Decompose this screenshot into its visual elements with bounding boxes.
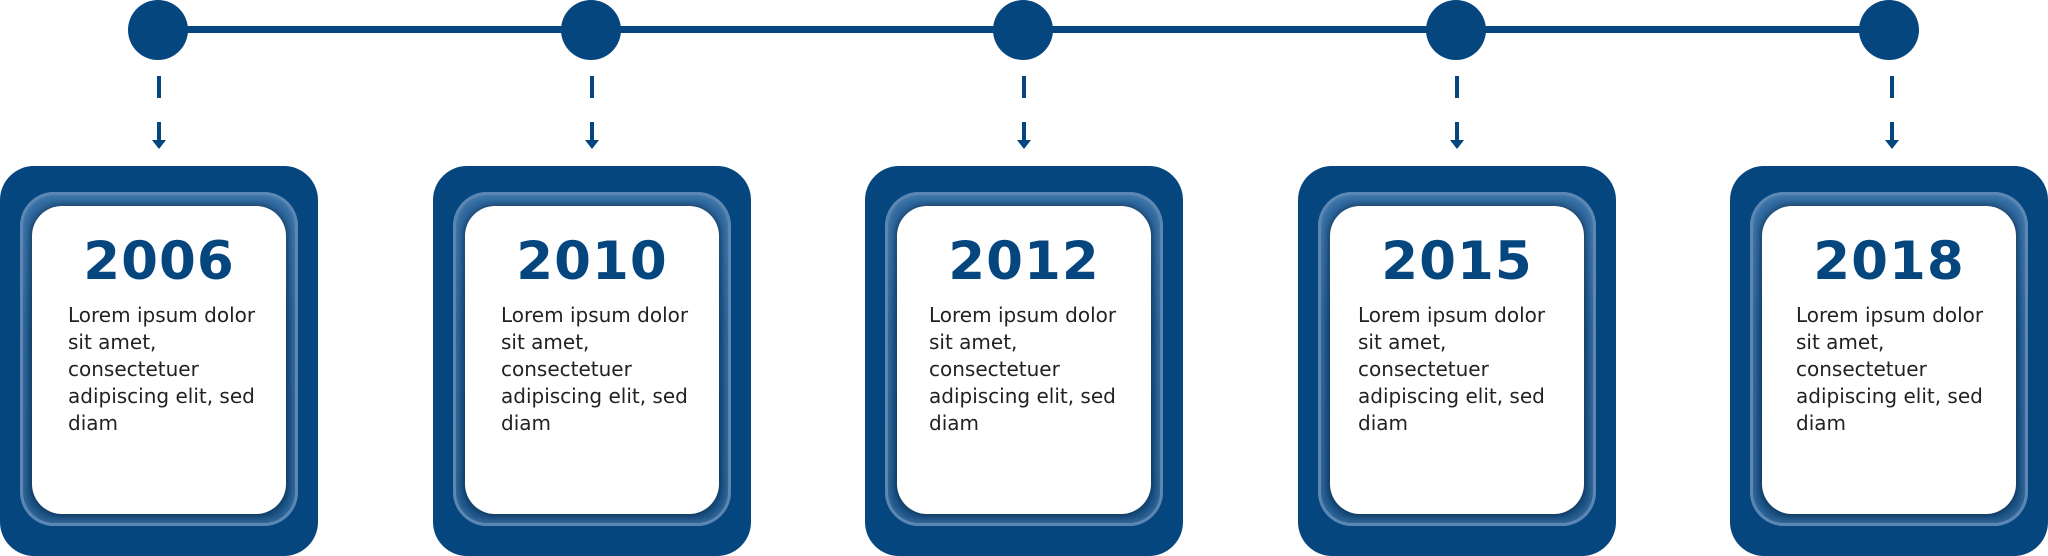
milestone-card-2015: 2015 Lorem ipsum dolor sit amet, consect… <box>1298 166 1616 556</box>
timeline-node-1 <box>128 0 188 60</box>
arrow-down-icon <box>1450 140 1464 149</box>
connector-arrow-3 <box>1017 76 1031 152</box>
connector-dash <box>1022 76 1026 98</box>
timeline-node-4 <box>1426 0 1486 60</box>
connector-dash <box>157 76 161 98</box>
connector-arrow-5 <box>1885 76 1899 152</box>
connector-dash <box>590 76 594 98</box>
arrow-down-icon <box>1885 140 1899 149</box>
connector-dash <box>1455 122 1459 142</box>
timeline-node-2 <box>561 0 621 60</box>
connector-arrow-4 <box>1450 76 1464 152</box>
arrow-down-icon <box>585 140 599 149</box>
milestone-year: 2015 <box>1381 231 1533 292</box>
card-panel: 2015 Lorem ipsum dolor sit amet, consect… <box>1330 206 1584 514</box>
timeline-node-5 <box>1859 0 1919 60</box>
milestone-year: 2018 <box>1813 231 1965 292</box>
connector-dash <box>590 122 594 142</box>
card-panel: 2006 Lorem ipsum dolor sit amet, consect… <box>32 206 286 514</box>
milestone-card-2010: 2010 Lorem ipsum dolor sit amet, consect… <box>433 166 751 556</box>
card-panel: 2012 Lorem ipsum dolor sit amet, consect… <box>897 206 1151 514</box>
arrow-down-icon <box>1017 140 1031 149</box>
milestone-description: Lorem ipsum dolor sit amet, consectetuer… <box>501 303 689 435</box>
milestone-year: 2006 <box>83 231 235 292</box>
milestone-card-2018: 2018 Lorem ipsum dolor sit amet, consect… <box>1730 166 2048 556</box>
card-panel: 2018 Lorem ipsum dolor sit amet, consect… <box>1762 206 2016 514</box>
milestone-year: 2012 <box>948 231 1100 292</box>
card-panel: 2010 Lorem ipsum dolor sit amet, consect… <box>465 206 719 514</box>
milestone-year: 2010 <box>516 231 668 292</box>
milestone-card-2006: 2006 Lorem ipsum dolor sit amet, consect… <box>0 166 318 556</box>
connector-dash <box>1890 122 1894 142</box>
arrow-down-icon <box>152 140 166 149</box>
milestone-description: Lorem ipsum dolor sit amet, consectetuer… <box>1358 303 1546 435</box>
milestone-description: Lorem ipsum dolor sit amet, consectetuer… <box>1796 303 1984 435</box>
milestone-description: Lorem ipsum dolor sit amet, consectetuer… <box>929 303 1117 435</box>
milestone-card-2012: 2012 Lorem ipsum dolor sit amet, consect… <box>865 166 1183 556</box>
connector-dash <box>157 122 161 142</box>
connector-arrow-1 <box>152 76 166 152</box>
connector-dash <box>1022 122 1026 142</box>
connector-dash <box>1890 76 1894 98</box>
connector-arrow-2 <box>585 76 599 152</box>
timeline-node-3 <box>993 0 1053 60</box>
milestone-description: Lorem ipsum dolor sit amet, consectetuer… <box>68 303 256 435</box>
connector-dash <box>1455 76 1459 98</box>
